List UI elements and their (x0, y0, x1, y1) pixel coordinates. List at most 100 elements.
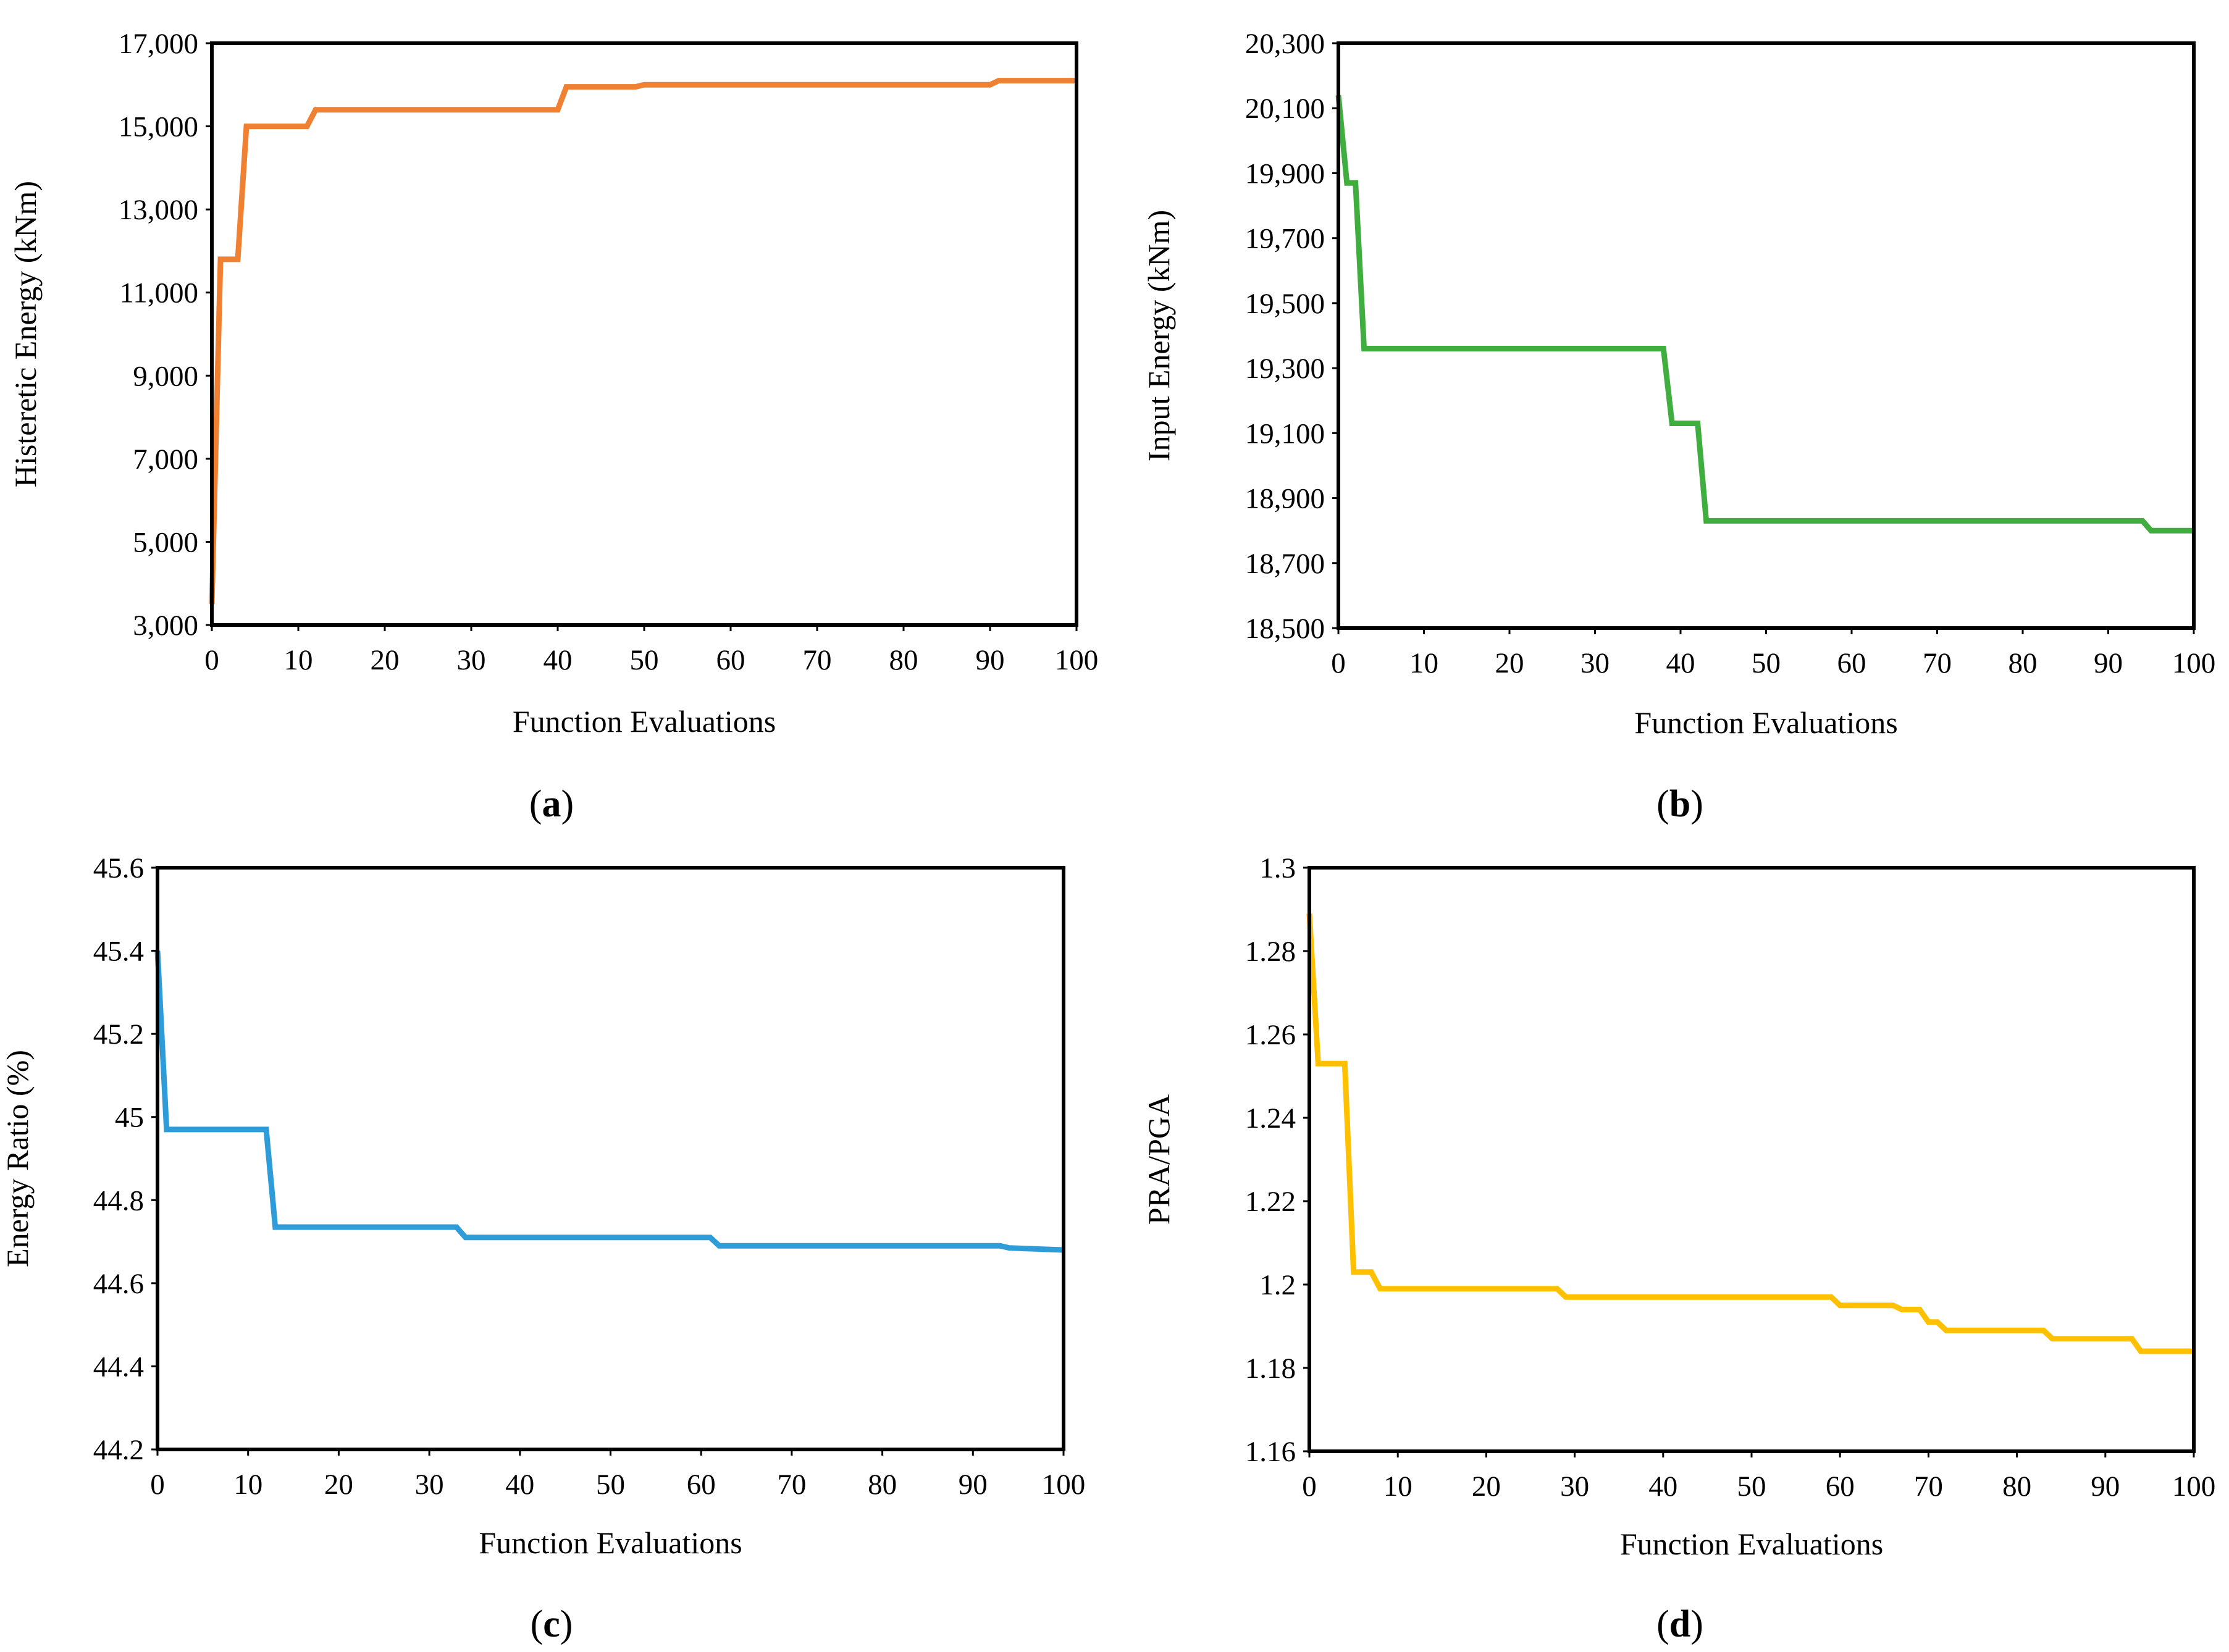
plot-area-frame (1337, 41, 2196, 630)
x-tick-label: 10 (284, 644, 313, 676)
x-tick-label: 20 (324, 1469, 353, 1501)
x-tick-label: 60 (1837, 647, 1866, 679)
chart-panel-a: 0 10 20 30 40 50 60 70 80 90 100 3,000 5,000 7,000 9,0… (8, 28, 1098, 825)
y-tick-label: 20,100 (1245, 93, 1325, 125)
plot-area-frame (1308, 866, 2196, 1453)
x-axis-title: Function Evaluations (1620, 1527, 1883, 1561)
x-tick-label: 30 (1560, 1470, 1589, 1503)
y-tick-label: 9,000 (133, 360, 198, 392)
y-tick-label: 11,000 (119, 277, 198, 309)
x-tick-label: 20 (1472, 1470, 1501, 1503)
x-tick-label: 90 (2091, 1470, 2120, 1503)
y-tick-label: 45.2 (93, 1018, 144, 1050)
x-tick-label: 50 (596, 1469, 625, 1501)
x-tick-label: 60 (1826, 1470, 1855, 1503)
y-axis-title: PRA/PGA (1141, 1094, 1176, 1225)
x-tick-label: 10 (233, 1469, 262, 1501)
plot-area-frame (210, 41, 1078, 627)
x-axis-title: Function Evaluations (513, 704, 776, 739)
x-tick-label: 50 (630, 644, 659, 676)
y-tick-label: 1.26 (1245, 1019, 1296, 1051)
y-axis-title: Energy Ratio (%) (0, 1050, 35, 1267)
x-tick-label: 0 (204, 644, 219, 676)
panel-label: (a) (529, 783, 574, 825)
x-tick-label: 40 (505, 1469, 534, 1501)
x-tick-label: 90 (959, 1469, 988, 1501)
x-axis-title: Function Evaluations (1634, 705, 1897, 740)
y-tick-label: 19,100 (1245, 417, 1325, 450)
y-tick-label: 1.24 (1245, 1102, 1296, 1134)
y-tick-label: 19,300 (1245, 353, 1325, 385)
series-line (154, 950, 1064, 1253)
x-tick-label: 60 (716, 644, 745, 676)
panel-label: (d) (1656, 1603, 1703, 1645)
x-tick-label: 70 (777, 1469, 806, 1501)
chart-panel-b: 0 10 20 30 40 50 60 70 80 90 100 18,500 18,700 18,900… (1141, 28, 2215, 825)
x-tick-label: 70 (1923, 647, 1952, 679)
panel-letter: a (542, 783, 561, 825)
y-tick-label: 18,900 (1245, 483, 1325, 515)
y-tick-label: 1.3 (1259, 852, 1296, 884)
x-tick-label: 40 (544, 644, 573, 676)
y-tick-label: 1.22 (1245, 1186, 1296, 1218)
panel-letter: c (543, 1603, 560, 1645)
y-tick-label: 7,000 (133, 443, 198, 476)
x-tick-label: 40 (1666, 647, 1695, 679)
x-tick-label: 20 (371, 644, 400, 676)
panel-label: (c) (531, 1603, 573, 1645)
y-tick-label: 1.18 (1245, 1352, 1296, 1385)
x-tick-label: 10 (1383, 1470, 1413, 1503)
series-line (1306, 913, 2194, 1354)
y-axis-title: Input Energy (kNm) (1141, 210, 1176, 461)
plot-area-frame (156, 866, 1065, 1451)
y-tick-label: 3,000 (133, 610, 198, 642)
panel-label: (b) (1656, 783, 1703, 825)
x-tick-label: 70 (1914, 1470, 1943, 1503)
x-tick-label: 70 (803, 644, 832, 676)
y-axis-title: Histeretic Energy (kNm) (8, 181, 43, 487)
x-tick-label: 80 (2009, 647, 2038, 679)
x-tick-label: 90 (976, 644, 1005, 676)
x-tick-label: 100 (1042, 1469, 1086, 1501)
x-tick-label: 10 (1409, 647, 1438, 679)
y-tick-label: 18,500 (1245, 613, 1325, 645)
x-tick-label: 50 (1737, 1470, 1766, 1503)
x-tick-label: 30 (1580, 647, 1610, 679)
panel-letter: d (1669, 1603, 1690, 1645)
x-tick-label: 50 (1752, 647, 1781, 679)
chart-panel-d: 0 10 20 30 40 50 60 70 80 90 100 1.16 1.18 1.2 1.22 1.2… (1141, 852, 2215, 1645)
series-line (1335, 94, 2194, 534)
y-tick-label: 5,000 (133, 526, 198, 558)
y-tick-label: 19,700 (1245, 223, 1325, 255)
x-tick-label: 100 (1055, 644, 1099, 676)
x-tick-label: 20 (1495, 647, 1524, 679)
x-tick-label: 40 (1648, 1470, 1677, 1503)
x-tick-label: 0 (150, 1469, 165, 1501)
x-tick-label: 80 (889, 644, 918, 676)
x-tick-label: 0 (1331, 647, 1346, 679)
y-tick-label: 1.16 (1245, 1436, 1296, 1468)
y-tick-label: 17,000 (119, 28, 198, 60)
chart-panel-c: 0 10 20 30 40 50 60 70 80 90 100 44.2 44.4 44.6 44.8 45… (0, 852, 1085, 1645)
x-axis-title: Function Evaluations (479, 1525, 742, 1560)
y-tick-label: 44.6 (93, 1268, 144, 1300)
x-tick-label: 0 (1302, 1470, 1317, 1503)
y-tick-label: 18,700 (1245, 548, 1325, 580)
y-tick-label: 44.2 (93, 1434, 144, 1466)
x-tick-label: 80 (868, 1469, 897, 1501)
y-tick-label: 19,500 (1245, 288, 1325, 320)
x-tick-label: 100 (2172, 647, 2216, 679)
y-tick-label: 45.6 (93, 852, 144, 884)
panel-letter: b (1669, 783, 1690, 825)
y-tick-label: 15,000 (119, 111, 198, 143)
x-tick-label: 100 (2172, 1470, 2216, 1503)
x-tick-label: 90 (2094, 647, 2123, 679)
y-tick-label: 1.28 (1245, 936, 1296, 968)
series-line (209, 78, 1077, 605)
y-tick-label: 20,300 (1245, 28, 1325, 60)
x-tick-label: 30 (457, 644, 486, 676)
y-tick-label: 45 (115, 1102, 144, 1134)
y-tick-label: 44.4 (93, 1351, 144, 1383)
y-tick-label: 1.2 (1259, 1269, 1296, 1301)
